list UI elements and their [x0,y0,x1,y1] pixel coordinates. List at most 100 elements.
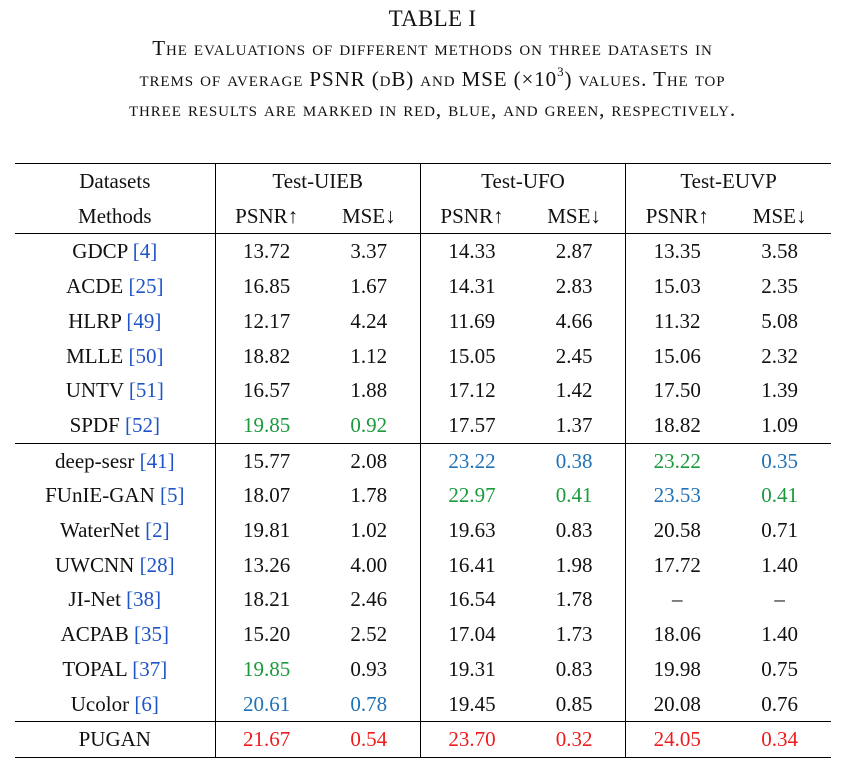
psnr-value: 11.69 [448,308,496,333]
mse-value: 2.83 [523,269,627,304]
mse-value: 0.93 [317,651,421,687]
caption-line-3: three results are marked in red, blue, a… [128,97,737,121]
citation-number: 50 [135,343,157,368]
mse-value: 0.35 [728,442,831,479]
mse-value: 1.39 [761,378,799,403]
psnr-value: 19.31 [448,656,496,681]
mse-value: 1.02 [317,513,421,548]
method-name: JI-Net [68,587,121,612]
psnr-value: 16.85 [243,274,291,299]
table-row: GDCP [4] 13.72 3.37 14.33 2.87 13.35 3.58 [15,233,831,270]
table-row: WaterNet [2] 19.81 1.02 19.63 0.83 20.58 0.71 [15,513,831,548]
method-name: deep-sesr [55,448,135,473]
citation-link[interactable]: [2] [145,518,170,543]
method-cell: SPDF [52] [15,407,216,444]
mse-value: 0.34 [728,721,831,758]
psnr-value: 19.45 [448,691,496,716]
citation-link[interactable]: [28] [139,552,175,577]
mse-value: 0.78 [317,686,421,722]
citation-link[interactable]: [25] [128,274,164,299]
mse-value: 0.92 [317,407,421,444]
mse-value: 0.54 [317,721,421,758]
mse-value: 1.12 [317,338,421,374]
table-row: UNTV [51] 16.57 1.88 17.12 1.42 17.50 1.39 [15,373,831,408]
method-cell: ACPAB [35] [15,617,216,652]
method-cell: UWCNN [28] [15,547,216,583]
method-cell: MLLE [50] [15,338,216,374]
mse-value: 1.98 [523,547,627,583]
mse-value: 1.40 [761,622,799,647]
mse-value: 3.58 [728,233,831,270]
table-row: ACDE [25] 16.85 1.67 14.31 2.83 15.03 2.35 [15,269,831,304]
caption-line-2-pre: trems of average PSNR (dB) and MSE (×10 [139,67,558,91]
mse-value: 2.32 [761,343,799,368]
method-name: MLLE [66,343,124,368]
mse-value: 2.46 [317,582,421,618]
mse-value: 0.83 [523,651,627,687]
metric-header: MSE↓ [523,198,627,234]
table-row: TOPAL [37] 19.85 0.93 19.31 0.83 19.98 0.75 [15,651,831,687]
method-cell: TOPAL [37] [15,651,216,687]
citation-number: 37 [139,656,161,681]
citation-link[interactable]: [50] [128,343,164,368]
psnr-value: 19.85 [243,656,291,681]
psnr-value: 16.57 [243,378,291,403]
psnr-value: 15.20 [243,622,291,647]
method-name: HLRP [68,308,122,333]
psnr-value: – [671,587,683,612]
citation-link[interactable]: [38] [126,587,162,612]
mse-value: 0.76 [761,691,799,716]
dataset-header: Test-EUVP [625,162,831,199]
citation-link[interactable]: [41] [139,448,175,473]
mse-value: 2.35 [761,274,799,299]
method-name: ACPAB [60,622,129,647]
psnr-value: 11.32 [653,308,701,333]
method-name: TOPAL [62,656,127,681]
mse-value: 1.42 [523,373,627,408]
mse-value: 0.83 [523,513,627,548]
citation-number: 35 [140,622,162,647]
psnr-value: 21.67 [215,721,318,758]
psnr-value: 15.05 [448,343,496,368]
psnr-value: 22.97 [448,483,496,508]
psnr-value: 13.72 [215,233,318,270]
table-row: deep-sesr [41] 15.77 2.08 23.22 0.38 23.22 0.3… [15,442,831,479]
table-row: JI-Net [38] 18.21 2.46 16.54 1.78 – – [15,582,831,618]
psnr-value: 15.06 [653,343,701,368]
psnr-value: 18.82 [653,412,701,437]
citation-number: 49 [133,308,155,333]
psnr-value: 19.85 [243,412,291,437]
table-row: FUnIE-GAN [5] 18.07 1.78 22.97 0.41 23.53 0.41 [15,478,831,514]
citation-number: 41 [146,448,168,473]
dataset-header: Test-UFO [420,162,627,199]
citation-number: 51 [135,378,157,403]
psnr-value: 20.08 [653,691,701,716]
method-cell: FUnIE-GAN [5] [15,478,216,514]
citation-link[interactable]: [51] [128,378,164,403]
citation-link[interactable]: [49] [126,308,162,333]
psnr-value: 24.05 [625,721,729,758]
psnr-value: 16.41 [448,552,496,577]
mse-value: 1.09 [761,412,799,437]
psnr-value: 18.82 [243,343,291,368]
citation-number: 5 [167,483,178,508]
citation-link[interactable]: [5] [160,483,185,508]
psnr-value: 20.58 [653,518,701,543]
citation-link[interactable]: [37] [132,656,168,681]
table-row: PUGAN 21.67 0.54 23.70 0.32 24.05 0.34 [15,721,831,758]
method-cell: UNTV [51] [15,373,216,408]
mse-value: 5.08 [761,308,799,333]
mse-value: 0.85 [523,686,627,722]
citation-link[interactable]: [35] [133,622,169,647]
header-row-metrics: Methods PSNR↑ MSE↓ PSNR↑ MSE↓ PSNR↑ MSE↓ [15,198,831,234]
mse-value: 1.67 [317,269,421,304]
citation-link[interactable]: [6] [134,691,159,716]
citation-link[interactable]: [52] [125,412,161,437]
citation-link[interactable]: [4] [132,239,158,264]
citation-number: 52 [132,412,154,437]
mse-value: 1.78 [523,582,627,618]
psnr-value: 17.50 [653,378,701,403]
method-cell: deep-sesr [41] [15,442,216,479]
method-cell: Ucolor [6] [15,686,216,722]
method-name: FUnIE-GAN [45,483,155,508]
